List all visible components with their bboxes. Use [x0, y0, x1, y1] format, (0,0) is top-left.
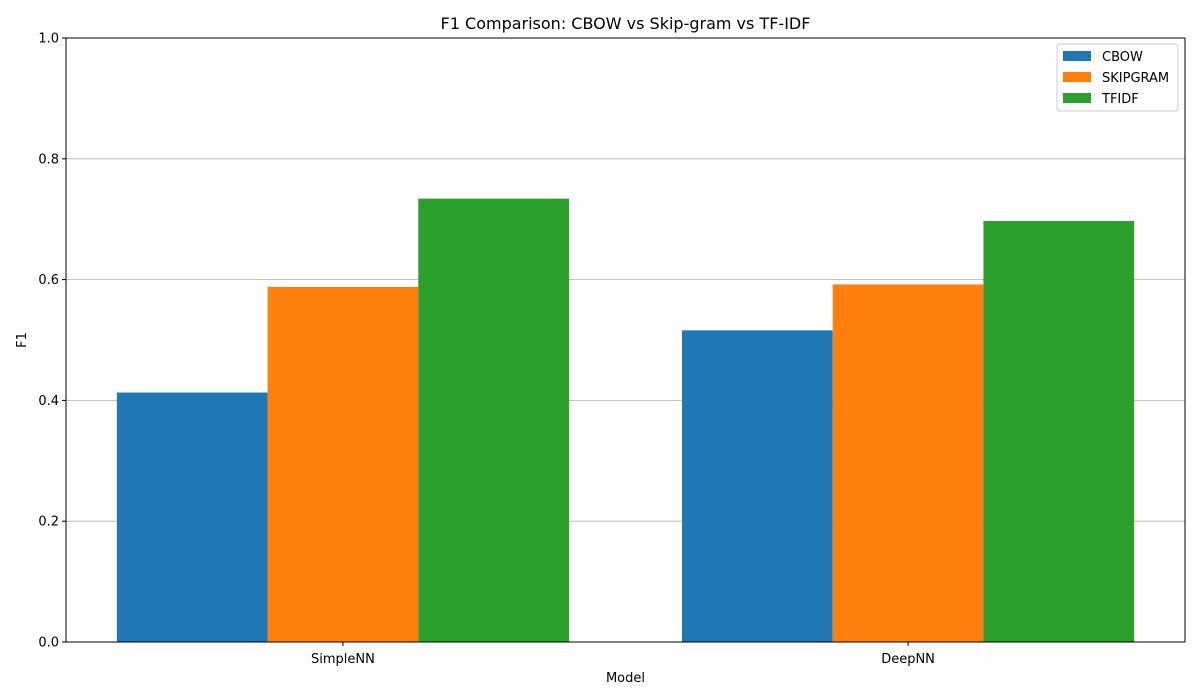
legend-label-cbow: CBOW: [1102, 50, 1143, 65]
legend: CBOW SKIPGRAM TFIDF: [1056, 43, 1179, 112]
bar-cbow-deepnn: [682, 330, 833, 642]
bar-skipgram-simplenn: [267, 286, 419, 642]
x-tick-label: DeepNN: [881, 652, 935, 667]
legend-label-tfidf: TFIDF: [1101, 92, 1139, 107]
x-tick-label: SimpleNN: [311, 652, 375, 667]
y-tick-label: 0.6: [38, 273, 59, 288]
bar-tfidf-deepnn: [983, 221, 1135, 642]
y-tick-label: 0.4: [38, 394, 59, 409]
bars: [116, 198, 1135, 642]
x-axis-label: Model: [606, 671, 645, 686]
bar-tfidf-simplenn: [418, 198, 569, 642]
y-tick-label: 0.0: [38, 636, 59, 651]
bar-cbow-simplenn: [116, 392, 268, 642]
y-axis-ticks: 0.0 0.2 0.4 0.6 0.8 1.0: [38, 32, 66, 651]
plot-frame: [65, 37, 1186, 643]
chart-title: F1 Comparison: CBOW vs Skip-gram vs TF-I…: [441, 14, 811, 33]
legend-items: CBOW SKIPGRAM TFIDF: [1063, 50, 1169, 107]
bar-skipgram-deepnn: [832, 284, 984, 642]
x-axis-ticks: SimpleNN DeepNN: [311, 642, 935, 667]
y-tick-label: 0.2: [38, 515, 59, 530]
legend-label-skipgram: SKIPGRAM: [1102, 71, 1169, 86]
y-tick-label: 0.8: [38, 152, 59, 167]
legend-swatch-skipgram: [1063, 72, 1091, 82]
legend-swatch-cbow: [1063, 51, 1091, 61]
y-tick-label: 1.0: [38, 32, 59, 47]
legend-swatch-tfidf: [1063, 93, 1091, 103]
y-axis-label: F1: [15, 332, 30, 348]
